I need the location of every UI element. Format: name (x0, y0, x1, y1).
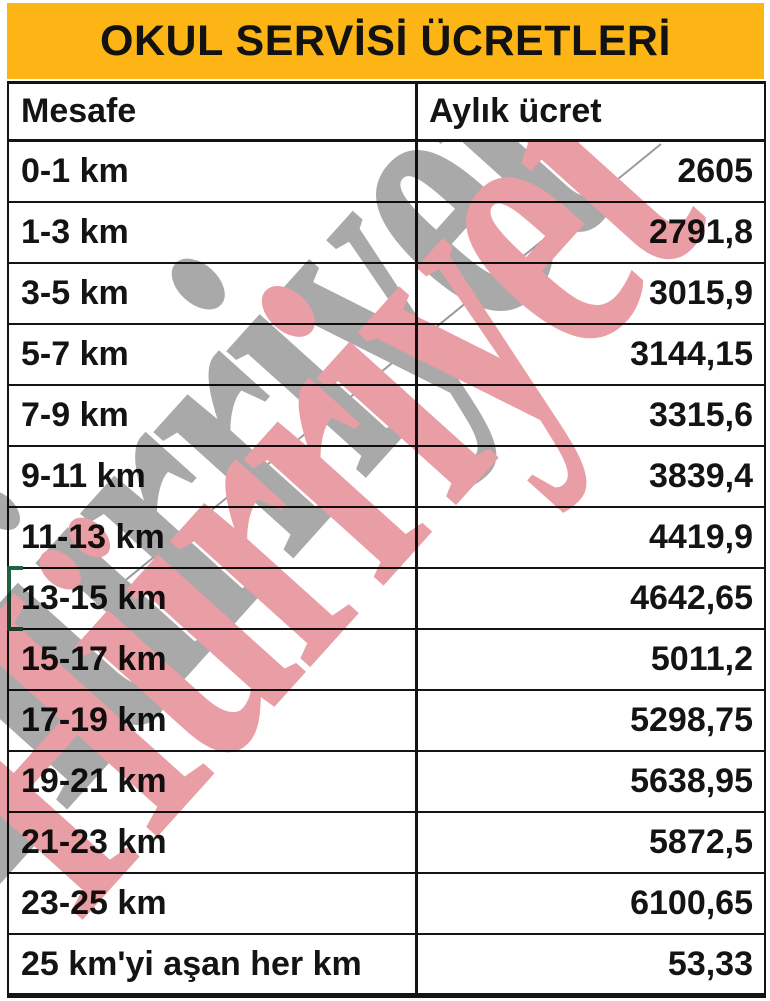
fee-cell: 5872,5 (649, 823, 753, 861)
table-row: 25 km'yi aşan her km 53,33 (9, 935, 764, 996)
table-row: 13-15 km 4642,65 (7, 566, 764, 631)
page-title: OKUL SERVİSİ ÜCRETLERİ (100, 16, 671, 65)
table-body: 0-1 km 2605 1-3 km 2791,8 3-5 km 3015,9 … (7, 142, 764, 996)
fee-cell: 53,33 (667, 944, 753, 983)
table-row: 21-23 km 5872,5 (9, 813, 764, 874)
distance-cell: 9-11 km (9, 447, 418, 506)
fee-cell: 3315,6 (649, 396, 753, 434)
distance-cell: 5-7 km (9, 325, 418, 384)
distance-cell: 1-3 km (9, 203, 418, 262)
table-row: 1-3 km 2791,8 (9, 203, 764, 264)
fee-table: Mesafe Aylık ücret 0-1 km 2605 1-3 km 27… (7, 81, 766, 998)
distance-cell: 11-13 km (9, 508, 418, 567)
distance-cell: 7-9 km (9, 386, 418, 445)
distance-cell: 21-23 km (9, 813, 418, 872)
distance-cell: 3-5 km (9, 264, 418, 323)
table-row: 0-1 km 2605 (9, 142, 764, 203)
distance-cell: 0-1 km (9, 142, 418, 201)
selection-border (7, 566, 23, 631)
fee-cell: 2791,8 (649, 213, 753, 251)
fee-cell: 5298,75 (630, 701, 753, 739)
distance-cell: 13-15 km (9, 569, 418, 628)
table-row: 5-7 km 3144,15 (9, 325, 764, 386)
table-row: 7-9 km 3315,6 (9, 386, 764, 447)
fee-cell: 3839,4 (649, 457, 753, 495)
column-header-distance: Mesafe (9, 84, 418, 139)
table-row: 15-17 km 5011,2 (9, 630, 764, 691)
fee-cell: 5011,2 (650, 640, 753, 678)
distance-cell: 17-19 km (9, 691, 418, 750)
title-bar: OKUL SERVİSİ ÜCRETLERİ (7, 3, 764, 79)
distance-cell: 19-21 km (9, 752, 418, 811)
fee-cell: 5638,95 (630, 762, 753, 800)
fee-cell: 4419,9 (649, 518, 753, 556)
table-header-row: Mesafe Aylık ücret (9, 84, 764, 142)
column-header-fee: Aylık ücret (429, 92, 602, 130)
fee-cell: 3144,15 (630, 335, 753, 373)
fee-cell: 6100,65 (630, 884, 753, 922)
table-row: 23-25 km 6100,65 (9, 874, 764, 935)
table-row: 11-13 km 4419,9 (9, 508, 764, 569)
distance-cell: 15-17 km (9, 630, 418, 689)
table-row: 9-11 km 3839,4 (9, 447, 764, 508)
fee-cell: 3015,9 (649, 274, 753, 312)
table-row: 17-19 km 5298,75 (9, 691, 764, 752)
distance-cell: 23-25 km (9, 874, 418, 933)
distance-cell: 25 km'yi aşan her km (9, 935, 418, 993)
table-row: 3-5 km 3015,9 (9, 264, 764, 325)
fee-cell: 4642,65 (630, 579, 753, 617)
fee-cell: 2605 (677, 152, 753, 190)
table-row: 19-21 km 5638,95 (9, 752, 764, 813)
